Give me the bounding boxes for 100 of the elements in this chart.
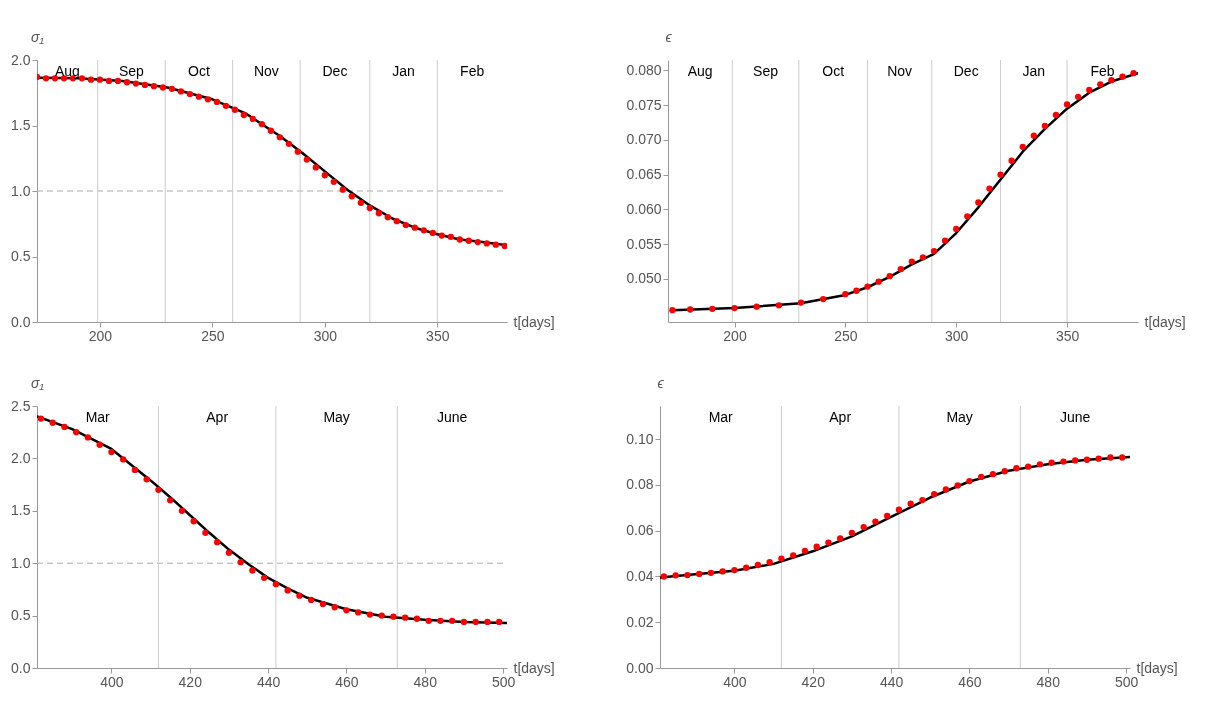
point (131, 466, 139, 474)
y-tick-label: 0.080 (626, 61, 662, 78)
point (357, 199, 364, 206)
x-tick-label: 200 (88, 327, 113, 344)
y-tick-label: 0.0 (11, 313, 31, 330)
point (272, 581, 280, 588)
point (1107, 454, 1114, 461)
point (1095, 455, 1102, 462)
point (114, 77, 122, 85)
point (919, 496, 926, 504)
point (355, 609, 362, 616)
annotation: June (1059, 409, 1091, 425)
point (429, 229, 436, 237)
point (202, 529, 209, 536)
y-tick-label: 0.055 (626, 235, 662, 252)
point (249, 567, 256, 574)
point (496, 618, 503, 626)
point (73, 429, 80, 436)
annotation: Apr (829, 409, 852, 425)
x-axis-title: t[days] (1136, 659, 1178, 676)
x-tick-label: 400 (100, 673, 124, 690)
point (1063, 101, 1071, 108)
point (249, 115, 257, 123)
point (284, 587, 291, 594)
y-tick-label: 0.04 (626, 567, 654, 584)
annotation: Feb (460, 63, 485, 79)
point (886, 272, 893, 280)
y-tick-label: 0.0 (11, 659, 31, 676)
point (168, 85, 176, 92)
point (1097, 81, 1104, 88)
point (672, 572, 679, 579)
point (884, 512, 891, 519)
annotation: Apr (206, 409, 229, 425)
point (195, 93, 203, 100)
point (177, 88, 185, 95)
point (743, 564, 750, 571)
x-tick-label: 250 (201, 327, 225, 344)
annotation: Dec (953, 63, 979, 79)
point (820, 295, 827, 303)
y-tick-label: 1.0 (11, 182, 31, 199)
point (897, 266, 904, 273)
y-tick-label: 0.060 (626, 200, 662, 217)
point (778, 555, 785, 562)
point (709, 305, 716, 312)
point (895, 506, 903, 513)
point (1130, 70, 1137, 77)
y-tick-label: 2.5 (11, 397, 31, 414)
y-tick-label: 1.0 (11, 554, 31, 571)
point (402, 614, 409, 621)
annotation: Jan (1022, 63, 1046, 79)
point (348, 193, 355, 200)
point (37, 415, 45, 422)
point (393, 217, 400, 225)
point (1119, 454, 1126, 461)
point (449, 617, 456, 624)
point (402, 221, 409, 229)
point (966, 477, 973, 485)
point (908, 258, 916, 265)
point (214, 539, 221, 546)
point (390, 613, 397, 620)
point (707, 569, 715, 576)
point (1108, 77, 1115, 84)
point (1008, 157, 1015, 164)
annotation: May (323, 409, 350, 425)
point (1083, 456, 1091, 463)
point (303, 156, 311, 163)
point (775, 302, 783, 309)
point (1072, 457, 1079, 464)
y-tick-label: 0.050 (626, 270, 662, 287)
point (860, 523, 867, 531)
point (875, 278, 882, 285)
point (319, 600, 327, 608)
point (276, 134, 284, 141)
point (801, 547, 809, 554)
point (366, 204, 373, 212)
point (343, 607, 350, 614)
y-tick-label: 0.070 (626, 131, 662, 148)
point (930, 247, 938, 255)
point (155, 486, 162, 493)
point (294, 148, 302, 155)
point (312, 164, 320, 171)
point (1013, 465, 1020, 472)
point (438, 232, 445, 239)
point (953, 225, 960, 233)
point (447, 233, 454, 241)
point (848, 529, 856, 537)
x-tick-label: 500 (1114, 673, 1139, 690)
x-axis-title: t[days] (1144, 313, 1186, 330)
point (864, 283, 871, 290)
point (978, 473, 985, 481)
point (225, 549, 233, 556)
annotation: Sep (753, 63, 779, 79)
x-tick-label: 200 (723, 327, 747, 344)
point (366, 611, 374, 618)
point (1086, 86, 1093, 94)
y-tick-label: 0.5 (11, 248, 31, 264)
point (907, 500, 914, 507)
annotation: Sep (118, 63, 145, 79)
annotation: Dec (322, 63, 348, 79)
annotation: June (436, 409, 468, 425)
